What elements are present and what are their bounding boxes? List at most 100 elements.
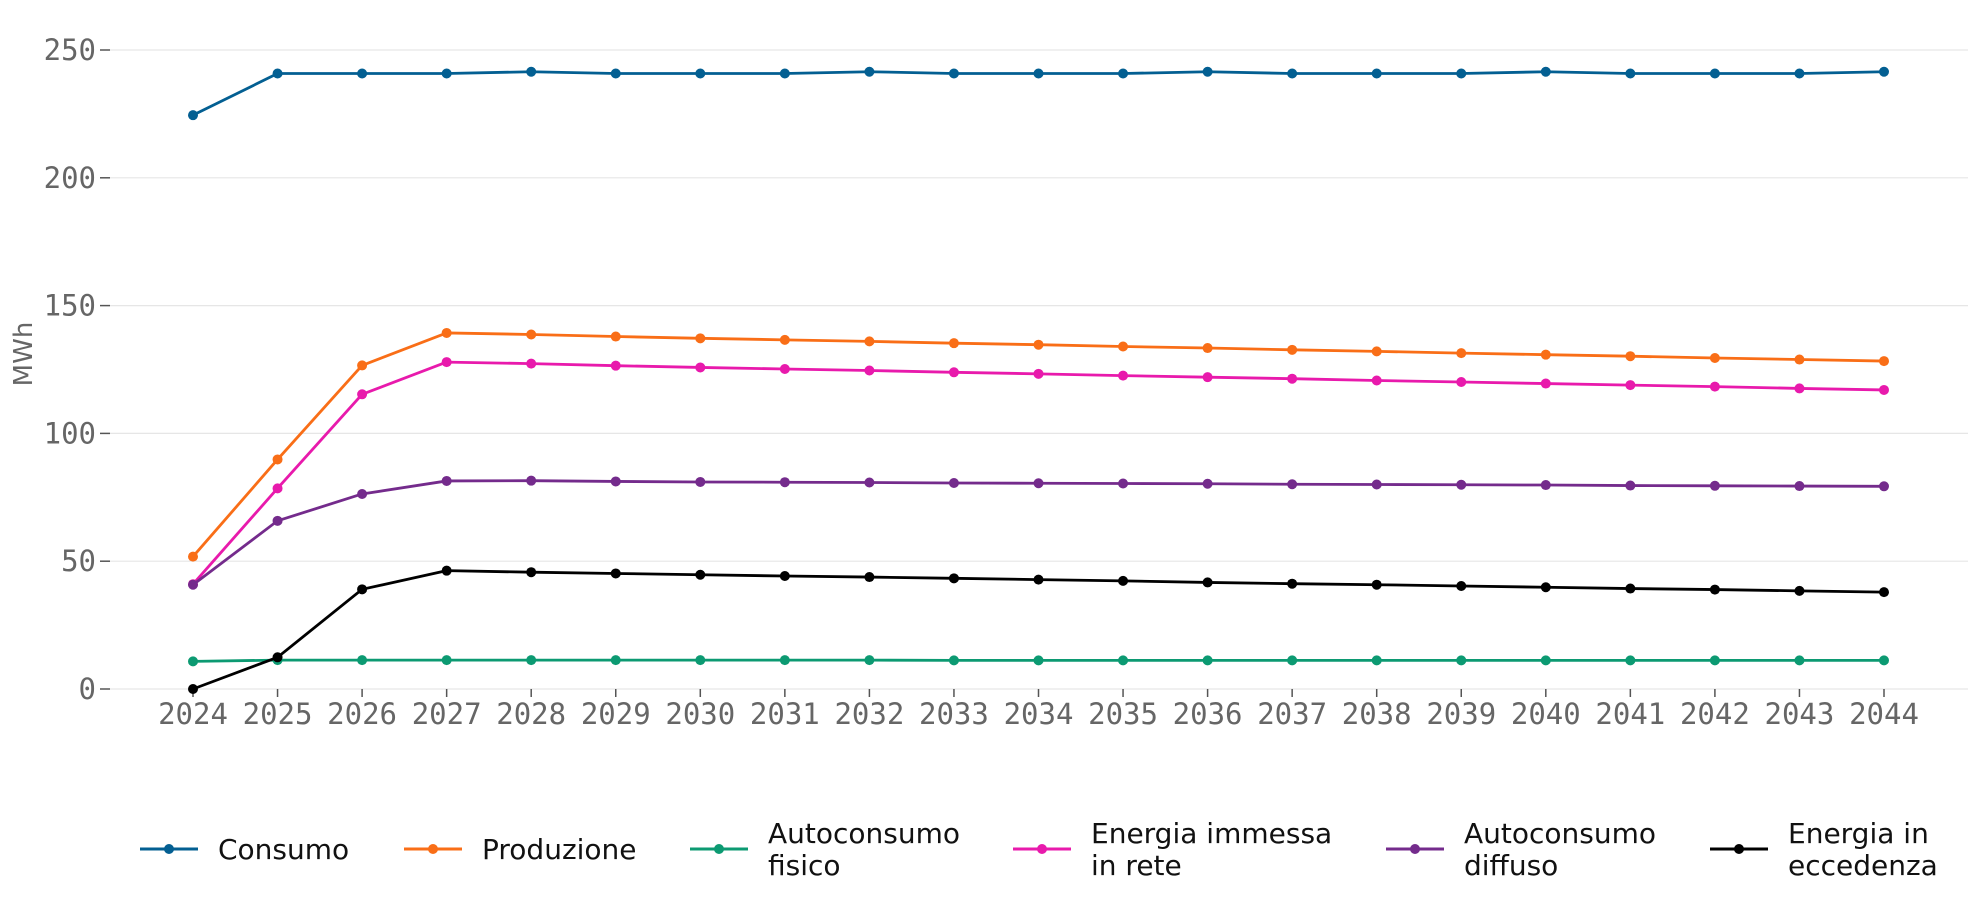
data-point xyxy=(441,655,452,666)
legend-label: Consumo xyxy=(218,833,349,866)
data-point xyxy=(1202,66,1213,77)
data-point xyxy=(1709,584,1720,595)
data-point xyxy=(1625,583,1636,594)
data-point xyxy=(1625,351,1636,362)
legend-swatch-marker xyxy=(428,844,438,854)
data-point xyxy=(1033,478,1044,489)
data-point xyxy=(357,655,368,666)
data-point xyxy=(1033,68,1044,79)
data-point xyxy=(1540,655,1551,666)
series-consumo xyxy=(188,66,1889,121)
data-point xyxy=(1794,354,1805,365)
series-energia-in-eccedenza xyxy=(188,565,1889,694)
data-point xyxy=(779,655,790,666)
x-tick-label: 2043 xyxy=(1765,697,1835,731)
x-tick-label: 2027 xyxy=(412,697,482,731)
data-point xyxy=(357,488,368,499)
series-lines xyxy=(188,66,1889,694)
data-point xyxy=(948,338,959,349)
y-tick-label: 150 xyxy=(44,289,96,323)
series-autoconsumo-diffuso xyxy=(188,475,1889,590)
data-point xyxy=(1794,655,1805,666)
data-point xyxy=(864,572,875,583)
data-point xyxy=(695,655,706,666)
data-point xyxy=(1287,344,1298,355)
legend-item[interactable]: Produzione xyxy=(404,833,637,866)
y-tick-label: 50 xyxy=(61,544,96,578)
data-point xyxy=(526,329,537,340)
data-point xyxy=(864,365,875,376)
series-autoconsumo-fisico xyxy=(188,655,1889,667)
x-tick-label: 2038 xyxy=(1342,697,1412,731)
data-point xyxy=(1033,339,1044,350)
x-tick-label: 2026 xyxy=(327,697,397,731)
data-point xyxy=(188,656,198,667)
data-point xyxy=(1709,480,1720,491)
data-point xyxy=(948,477,959,488)
gridlines xyxy=(110,49,1968,690)
y-tick-label: 100 xyxy=(44,416,96,450)
data-point xyxy=(1118,575,1129,586)
data-point xyxy=(1794,585,1805,596)
data-point xyxy=(1202,372,1213,383)
data-point xyxy=(695,68,706,79)
data-point xyxy=(1371,655,1382,666)
data-point xyxy=(1540,378,1551,389)
data-point xyxy=(441,327,452,338)
data-point xyxy=(1456,655,1467,666)
legend-label: diffuso xyxy=(1464,849,1558,882)
data-point xyxy=(695,476,706,487)
data-point xyxy=(1118,341,1129,352)
data-point xyxy=(441,475,452,486)
data-point xyxy=(1287,479,1298,490)
legend-swatch-marker xyxy=(714,844,724,854)
data-point xyxy=(1456,377,1467,388)
y-tick-label: 200 xyxy=(44,161,96,195)
data-point xyxy=(272,68,283,79)
data-point xyxy=(610,476,621,487)
legend-label: eccedenza xyxy=(1788,849,1938,882)
data-point xyxy=(779,334,790,345)
data-point xyxy=(695,333,706,344)
data-point xyxy=(1371,375,1382,386)
x-tick-label: 2035 xyxy=(1088,697,1158,731)
data-point xyxy=(695,362,706,373)
data-point xyxy=(272,454,283,465)
data-point xyxy=(610,331,621,342)
legend-label: Autoconsumo xyxy=(1464,817,1656,850)
data-point xyxy=(1287,578,1298,589)
data-point xyxy=(779,68,790,79)
data-point xyxy=(526,475,537,486)
data-point xyxy=(526,567,537,578)
legend-label: Produzione xyxy=(482,833,637,866)
data-point xyxy=(1540,66,1551,77)
data-point xyxy=(1118,68,1129,79)
data-point xyxy=(357,360,368,371)
data-point xyxy=(1287,68,1298,79)
data-point xyxy=(695,569,706,580)
x-tick-label: 2032 xyxy=(834,697,904,731)
data-point xyxy=(1879,481,1889,492)
x-tick-label: 2040 xyxy=(1511,697,1581,731)
data-point xyxy=(1879,587,1889,598)
data-point xyxy=(1118,478,1129,489)
x-tick-label: 2024 xyxy=(158,697,228,731)
series-line xyxy=(191,360,1885,586)
data-point xyxy=(864,66,875,77)
data-point xyxy=(1879,356,1889,367)
x-tick-label: 2028 xyxy=(496,697,566,731)
data-point xyxy=(948,68,959,79)
data-point xyxy=(1540,480,1551,491)
data-point xyxy=(779,571,790,582)
x-tick-label: 2041 xyxy=(1595,697,1665,731)
x-tick-label: 2025 xyxy=(243,697,313,731)
data-point xyxy=(357,68,368,79)
data-point xyxy=(1540,349,1551,360)
legend-item[interactable]: Consumo xyxy=(140,833,349,866)
